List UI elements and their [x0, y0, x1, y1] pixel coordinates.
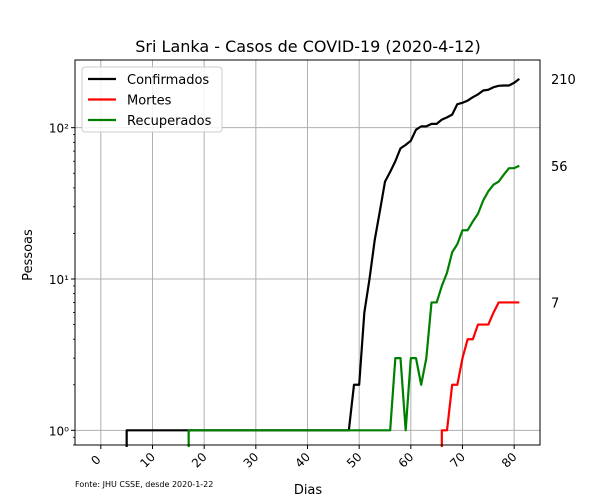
- x-tick-label: 60: [396, 450, 417, 471]
- x-tick-label: 40: [292, 450, 313, 471]
- chart-title: Sri Lanka - Casos de COVID-19 (2020-4-12…: [135, 37, 480, 56]
- legend: Confirmados Mortes Recuperados: [81, 66, 223, 133]
- end-label-recuperados: 56: [551, 160, 568, 175]
- series-lines: [125, 78, 520, 447]
- end-label-mortes: 7: [551, 296, 559, 311]
- legend-label-confirmados: Confirmados: [127, 73, 209, 88]
- axis-ticks: 0 10 20 30 40 50 60 70 80 10⁰ 10¹ 10²: [49, 122, 520, 471]
- legend-label-recuperados: Recuperados: [127, 114, 212, 129]
- y-tick-label: 10²: [49, 122, 69, 136]
- series-line-confirmados: [125, 78, 520, 447]
- x-tick-label: 80: [499, 450, 520, 471]
- series-end-labels: 210 7 56: [551, 73, 576, 312]
- y-tick-label: 10⁰: [49, 424, 69, 438]
- x-tick-label: 30: [241, 450, 262, 471]
- end-label-confirmados: 210: [551, 73, 576, 88]
- legend-label-mortes: Mortes: [127, 94, 172, 109]
- source-note: Fonte: JHU CSSE, desde 2020-1-22: [75, 480, 213, 489]
- series-line-mortes: [440, 301, 520, 447]
- x-tick-label: 0: [88, 453, 103, 468]
- legend-box: [81, 66, 223, 133]
- x-tick-label: 20: [189, 450, 210, 471]
- x-axis-title: Dias: [294, 483, 323, 498]
- x-tick-label: 10: [137, 450, 158, 471]
- y-tick-label: 10¹: [49, 273, 69, 287]
- y-axis-title: Pessoas: [21, 229, 36, 281]
- x-tick-label: 70: [447, 450, 468, 471]
- x-tick-label: 50: [344, 450, 365, 471]
- series-line-recuperados: [187, 164, 520, 447]
